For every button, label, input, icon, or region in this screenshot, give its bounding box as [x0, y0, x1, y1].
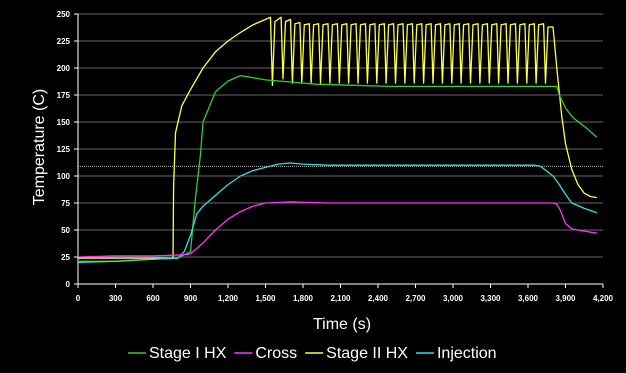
legend: Stage I HX Cross Stage II HX Injection: [128, 345, 497, 362]
x-tick-label: 2,700: [405, 294, 426, 303]
y-axis-title: Temperature (C): [31, 89, 48, 205]
y-tick-label: 75: [61, 199, 70, 208]
x-tick-label: 0: [76, 294, 81, 303]
y-tick-label: 175: [57, 91, 71, 100]
x-tick-label: 3,900: [555, 294, 576, 303]
x-tick-label: 1,800: [293, 294, 314, 303]
legend-label-stage-ii-hx: Stage II HX: [326, 345, 408, 362]
x-tick-label: 3,600: [518, 294, 539, 303]
y-tick-labels: 0 25 50 75 100 125 150 175 200 225 250: [57, 10, 71, 289]
y-tick-label: 50: [61, 226, 70, 235]
x-tick-label: 3,300: [480, 294, 501, 303]
x-tick-label: 2,100: [330, 294, 351, 303]
y-tick-label: 25: [61, 253, 70, 262]
y-tick-label: 225: [57, 37, 71, 46]
y-tick-label: 250: [57, 10, 71, 19]
x-tick-label: 300: [109, 294, 123, 303]
legend-label-stage-i-hx: Stage I HX: [149, 345, 227, 362]
y-tick-label: 125: [57, 145, 71, 154]
x-tick-label: 1,500: [255, 294, 276, 303]
y-tick-label: 0: [66, 280, 71, 289]
x-tick-label: 900: [184, 294, 198, 303]
y-tick-label: 150: [57, 118, 71, 127]
x-tick-label: 3,000: [443, 294, 464, 303]
legend-label-injection: Injection: [437, 345, 497, 362]
y-tick-label: 100: [57, 172, 71, 181]
series-lines: [77, 16, 598, 264]
x-tick-label: 4,200: [593, 294, 614, 303]
legend-label-cross: Cross: [255, 345, 297, 362]
x-tick-label: 600: [146, 294, 160, 303]
x-tick-labels: 0 300 600 900 1,200 1,500 1,800 2,100 2,400 2,700…: [76, 294, 614, 303]
series-line-injection: [77, 162, 598, 264]
x-axis-title: Time (s): [313, 316, 371, 333]
x-tick-label: 2,400: [368, 294, 389, 303]
x-tick-label: 1,200: [218, 294, 239, 303]
series-line-stage-ii-hx: [78, 16, 597, 259]
series-line-cross: [77, 201, 597, 258]
y-tick-label: 200: [57, 64, 71, 73]
axes: [74, 13, 604, 288]
